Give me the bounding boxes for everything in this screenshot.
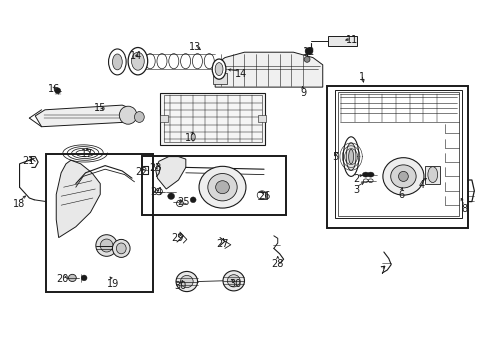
Text: 27: 27 [216,239,228,249]
Text: 21: 21 [22,156,35,166]
Text: 14: 14 [234,69,247,79]
Text: 20: 20 [56,274,69,284]
Ellipse shape [128,48,147,75]
Ellipse shape [168,54,179,69]
Polygon shape [155,157,185,189]
Text: 26: 26 [257,191,270,201]
Ellipse shape [398,171,407,181]
Ellipse shape [81,275,87,281]
Text: 11: 11 [345,35,358,45]
Text: 6: 6 [397,190,403,200]
Ellipse shape [215,181,229,194]
Bar [257,115,265,122]
Bar [327,36,356,46]
Ellipse shape [68,274,76,282]
Bar [334,90,461,218]
Text: 24: 24 [150,186,163,197]
Ellipse shape [204,54,214,69]
Text: 1: 1 [358,72,364,82]
Ellipse shape [390,165,415,188]
Ellipse shape [180,54,190,69]
Text: 18: 18 [12,199,25,210]
Ellipse shape [382,158,423,195]
Text: 14: 14 [129,51,142,61]
Ellipse shape [362,172,368,177]
Ellipse shape [100,239,113,252]
Bar [142,156,285,215]
Text: 30: 30 [173,281,186,291]
Ellipse shape [227,275,240,287]
Ellipse shape [348,149,353,164]
Text: 16: 16 [47,84,60,94]
Text: 4: 4 [418,180,424,190]
Ellipse shape [343,137,358,176]
Text: 7: 7 [379,266,385,276]
Ellipse shape [223,271,244,291]
Ellipse shape [55,88,61,94]
Ellipse shape [176,271,197,292]
Text: 22: 22 [135,167,148,177]
Text: 19: 19 [107,279,120,289]
Ellipse shape [304,57,309,62]
Ellipse shape [116,243,126,254]
Text: 8: 8 [461,204,467,214]
Text: 13: 13 [188,42,201,52]
Ellipse shape [366,172,373,177]
Ellipse shape [134,112,144,122]
Polygon shape [215,52,322,87]
Text: 29: 29 [170,233,183,243]
Ellipse shape [119,106,137,124]
Ellipse shape [96,235,117,256]
Ellipse shape [112,54,122,70]
Text: 12: 12 [302,47,315,57]
Ellipse shape [112,239,130,257]
Text: 17: 17 [81,149,93,159]
Text: 3: 3 [352,185,358,195]
Ellipse shape [427,167,437,183]
Ellipse shape [167,193,174,199]
Bar [326,86,468,228]
Ellipse shape [131,52,144,70]
Ellipse shape [145,54,155,69]
Text: 28: 28 [271,258,284,269]
Bar [338,92,458,216]
Ellipse shape [346,143,355,170]
Polygon shape [56,160,100,238]
Bar [212,73,227,84]
Bar [163,95,261,142]
Text: 9: 9 [300,88,305,98]
Ellipse shape [157,54,167,69]
Text: 10: 10 [184,132,197,143]
Text: 15: 15 [94,103,106,113]
Ellipse shape [305,48,312,55]
Text: 5: 5 [331,152,337,162]
Bar [160,93,264,145]
Ellipse shape [199,166,245,208]
Polygon shape [35,105,133,127]
Text: 2: 2 [352,174,358,184]
Bar [425,166,439,184]
Ellipse shape [192,54,202,69]
Ellipse shape [207,174,237,201]
Ellipse shape [215,63,223,76]
Ellipse shape [180,275,193,288]
Bar [160,115,167,122]
Text: 30: 30 [229,279,242,289]
Text: 25: 25 [177,197,189,207]
Ellipse shape [190,197,196,203]
Ellipse shape [212,59,225,79]
Bar [46,154,152,292]
Text: 23: 23 [149,163,162,174]
Ellipse shape [108,49,126,75]
